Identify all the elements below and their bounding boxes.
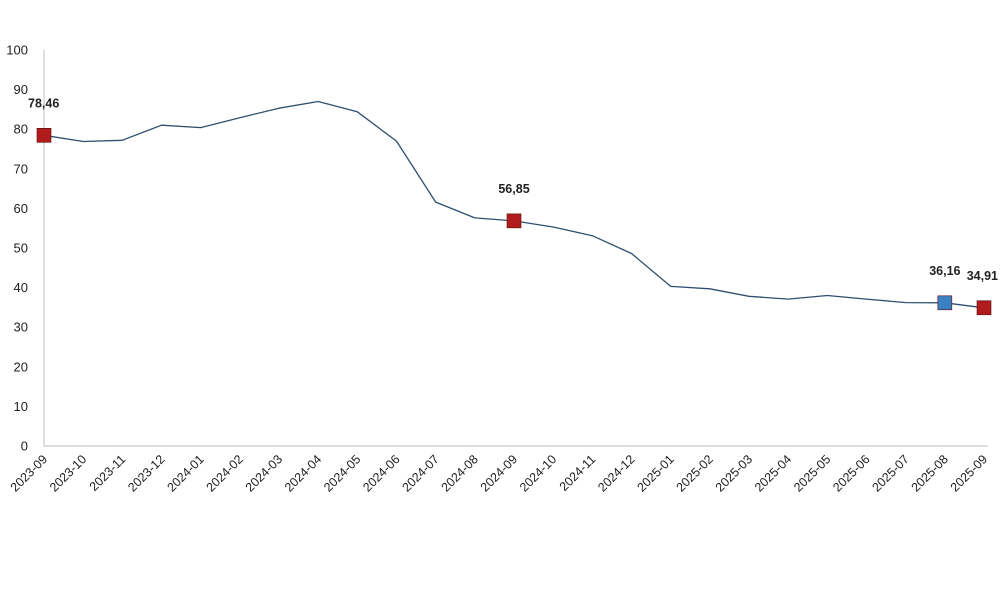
- x-tick-label: 2025-01: [634, 452, 676, 494]
- markers-layer: [36, 127, 992, 316]
- data-labels-layer: 78,46 56,85 36,16 34,91: [28, 96, 998, 282]
- y-tick-label: 90: [14, 82, 28, 97]
- x-tick-label: 2025-04: [752, 452, 794, 494]
- y-tick-label: 10: [14, 399, 28, 414]
- y-axis-ticks: 0 10 20 30 40 50 60 70 80 90 100: [6, 43, 28, 454]
- y-tick-label: 20: [14, 359, 28, 374]
- x-tick-label: 2025-09: [948, 452, 990, 494]
- data-label: 78,46: [28, 96, 59, 110]
- y-tick-label: 30: [14, 320, 28, 335]
- data-point-marker: [506, 213, 522, 229]
- x-tick-label: 2024-05: [321, 452, 363, 494]
- x-tick-label: 2023-10: [47, 452, 89, 494]
- y-tick-label: 80: [14, 122, 28, 137]
- axes: [43, 50, 988, 447]
- x-axis-ticks: 2023-092023-102023-112023-122024-012024-…: [8, 452, 990, 494]
- data-label: 56,85: [498, 182, 529, 196]
- y-tick-label: 40: [14, 280, 28, 295]
- x-tick-label: 2024-09: [478, 452, 520, 494]
- x-tick-label: 2024-01: [164, 452, 206, 494]
- x-tick-label: 2023-09: [8, 452, 50, 494]
- y-tick-label: 60: [14, 201, 28, 216]
- x-tick-label: 2024-03: [243, 452, 285, 494]
- y-tick-label: 100: [6, 43, 28, 58]
- data-label: 34,91: [967, 269, 998, 283]
- x-tick-label: 2024-08: [439, 452, 481, 494]
- x-tick-label: 2025-02: [674, 452, 716, 494]
- x-tick-label: 2024-12: [595, 452, 637, 494]
- x-tick-label: 2023-12: [125, 452, 167, 494]
- x-tick-label: 2025-06: [830, 452, 872, 494]
- x-tick-label: 2024-02: [204, 452, 246, 494]
- y-tick-label: 50: [14, 241, 28, 256]
- x-tick-label: 2024-10: [517, 452, 559, 494]
- series-layer: [43, 100, 985, 309]
- x-tick-label: 2025-08: [909, 452, 951, 494]
- data-label: 36,16: [929, 264, 960, 278]
- y-tick-label: 70: [14, 161, 28, 176]
- data-point-marker: [36, 127, 52, 143]
- x-tick-label: 2024-07: [399, 452, 441, 494]
- x-tick-label: 2023-11: [87, 452, 129, 494]
- data-point-marker: [976, 300, 992, 316]
- y-tick-label: 0: [21, 439, 28, 454]
- data-point-marker: [937, 295, 953, 311]
- x-tick-label: 2025-05: [791, 452, 833, 494]
- series-line: [43, 100, 985, 309]
- x-tick-label: 2025-03: [713, 452, 755, 494]
- x-tick-label: 2024-04: [282, 452, 324, 494]
- x-tick-label: 2024-11: [557, 452, 599, 494]
- x-tick-label: 2025-07: [869, 452, 911, 494]
- x-tick-label: 2024-06: [360, 452, 402, 494]
